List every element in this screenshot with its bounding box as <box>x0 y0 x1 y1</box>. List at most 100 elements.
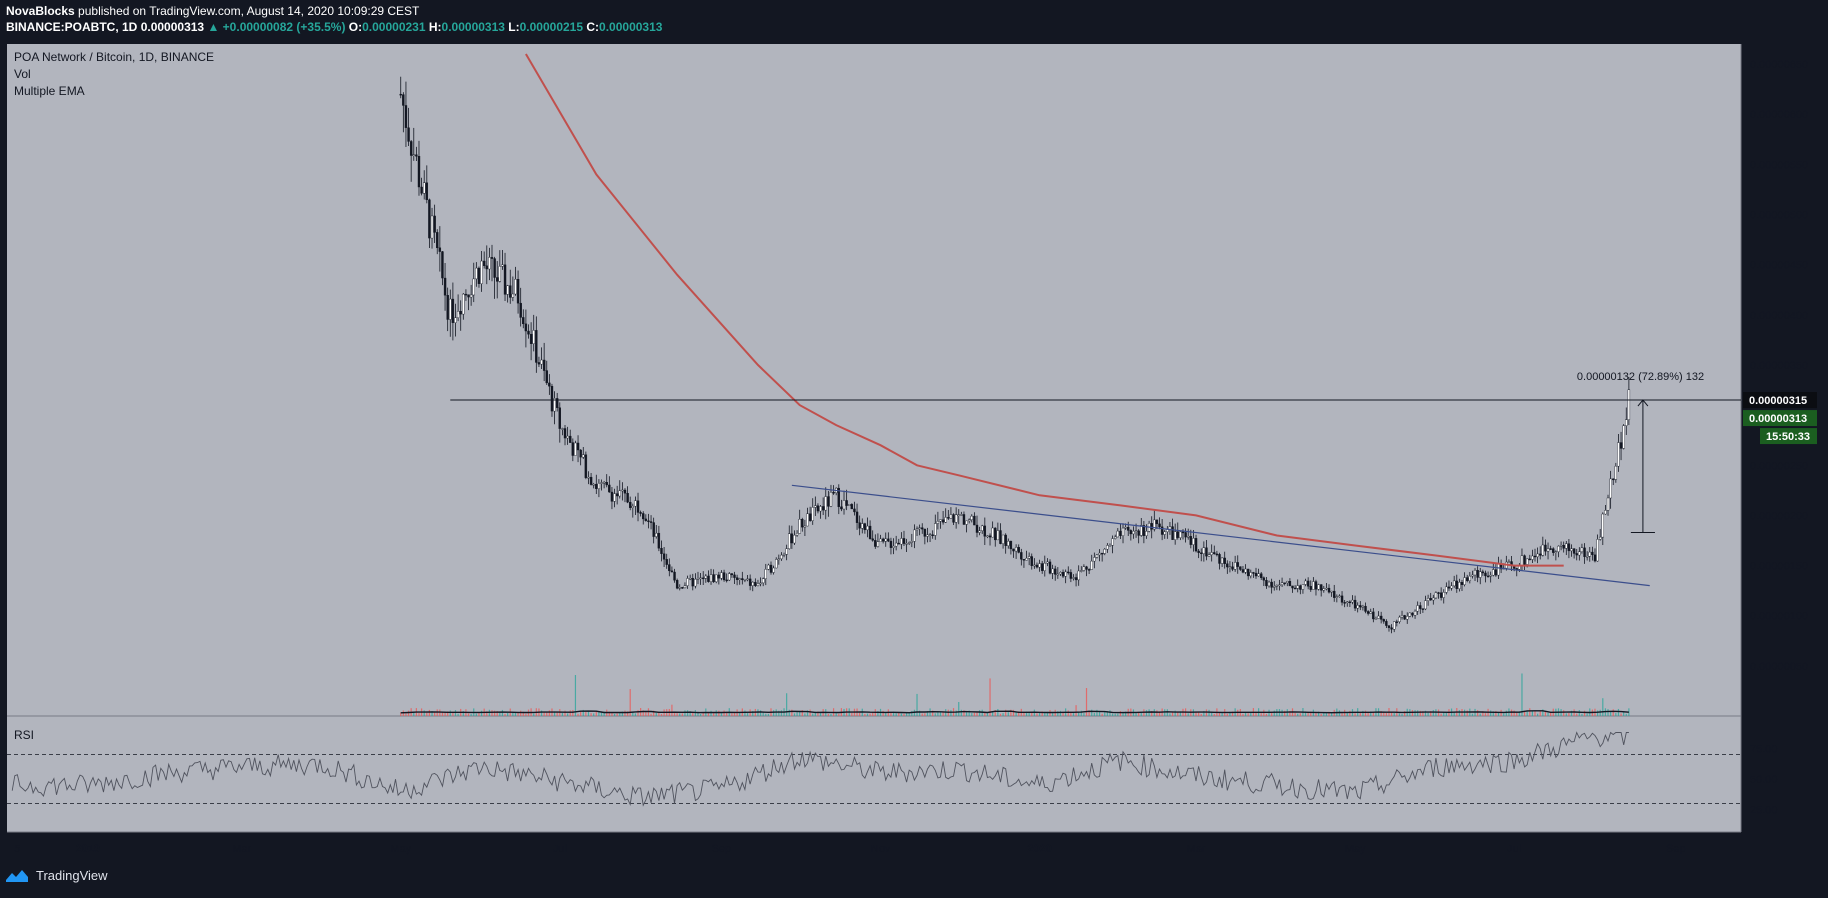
candle-body <box>1116 530 1120 538</box>
candle-body <box>584 454 588 478</box>
candle-body <box>1040 563 1044 571</box>
candle-body <box>649 521 653 523</box>
volume-bar <box>1495 710 1497 716</box>
candle-body <box>1366 611 1370 614</box>
candle-body <box>954 514 958 523</box>
ohlc-line: BINANCE:POABTC, 1D 0.00000313 ▲ +0.00000… <box>6 20 662 34</box>
volume-bar <box>1085 688 1088 716</box>
candle-body <box>1476 570 1479 578</box>
candle-body <box>399 93 402 96</box>
volume-bar <box>819 711 822 716</box>
candle-body <box>754 581 757 586</box>
volume-bar <box>1135 712 1137 716</box>
volume-bar <box>1304 711 1307 716</box>
close-value: 0.00000313 <box>599 20 663 34</box>
open-label: O: <box>348 20 363 34</box>
candle-body <box>743 579 747 581</box>
candle-body <box>430 215 434 239</box>
candle-body <box>874 540 877 547</box>
candle-body <box>1330 590 1333 593</box>
candle-body <box>668 564 671 572</box>
volume-bar <box>1067 710 1069 716</box>
candle-body <box>1627 389 1631 420</box>
candle-body <box>1523 555 1526 565</box>
candle-body <box>999 530 1002 544</box>
author-name[interactable]: NovaBlocks <box>6 4 75 18</box>
candle-body <box>824 496 827 511</box>
candle-body <box>936 521 940 524</box>
volume-bar <box>520 710 522 716</box>
volume-bar <box>556 712 558 716</box>
volume-bar <box>582 709 584 716</box>
candle-body <box>923 528 927 537</box>
candle-body <box>1450 585 1453 589</box>
volume-bar <box>916 693 918 716</box>
candle-body <box>1012 548 1015 552</box>
candle-body <box>842 500 846 510</box>
candle-body <box>459 311 462 315</box>
candle-body <box>949 514 953 519</box>
candle-body <box>1111 538 1114 546</box>
candle-body <box>1004 534 1007 546</box>
candle-body <box>1033 564 1036 567</box>
candle-body <box>1343 602 1346 604</box>
volume-bar <box>752 710 754 716</box>
last-price-label: 0.00000313 <box>1749 413 1807 425</box>
volume-bar <box>1331 712 1333 716</box>
volume-bar <box>1242 713 1244 716</box>
candle-body <box>1025 557 1028 561</box>
volume-bar <box>937 711 939 716</box>
candle-body <box>1351 599 1354 603</box>
candle-body <box>952 514 955 523</box>
price-tick-label: 0.00000200 <box>1750 510 1808 522</box>
volume-bar <box>984 713 986 716</box>
candle-body <box>615 493 619 497</box>
volume-bar <box>898 712 900 716</box>
volume-bar <box>1484 713 1487 716</box>
candle-body <box>1035 564 1039 568</box>
volume-bar <box>786 693 788 716</box>
candle-body <box>761 578 765 584</box>
candle-body <box>626 493 629 503</box>
candle-body <box>1442 592 1445 598</box>
volume-bar <box>499 711 501 716</box>
candle-body <box>558 407 561 429</box>
volume-bar <box>1430 711 1432 716</box>
volume-bar <box>590 713 592 716</box>
candle-body <box>1103 548 1106 554</box>
volume-bar <box>1323 712 1325 716</box>
candle-body <box>1113 536 1117 539</box>
candle-body <box>1335 596 1339 598</box>
volume-bar <box>992 711 994 716</box>
volume-bar <box>580 711 582 716</box>
candle-body <box>1257 573 1260 577</box>
volume-bar <box>1320 713 1322 716</box>
volume-bar <box>1372 711 1374 716</box>
volume-bar <box>958 702 960 716</box>
volume-bar <box>1383 712 1385 716</box>
candle-body <box>509 285 512 298</box>
volume-bar <box>1273 710 1275 716</box>
candle-body <box>803 525 807 528</box>
volume-bar <box>522 711 524 716</box>
volume-bar <box>1411 710 1414 716</box>
candle-body <box>1625 419 1628 426</box>
candle-body <box>1127 526 1130 531</box>
candle-body <box>553 398 556 412</box>
candle-body <box>1567 543 1571 552</box>
candle-body <box>1228 566 1232 568</box>
candle-body <box>1473 570 1477 576</box>
candle-body <box>451 298 455 323</box>
candle-body <box>720 572 723 579</box>
candle-body <box>1095 554 1099 558</box>
volume-bar <box>866 713 869 716</box>
candle-body <box>493 258 496 278</box>
candle-body <box>986 535 989 538</box>
price-range-measure[interactable] <box>1630 399 1655 533</box>
trend-line[interactable] <box>791 484 1650 587</box>
volume-bar <box>1610 710 1612 716</box>
candle-body <box>1275 585 1279 587</box>
volume-bar <box>1505 710 1507 716</box>
candle-body <box>423 182 426 194</box>
